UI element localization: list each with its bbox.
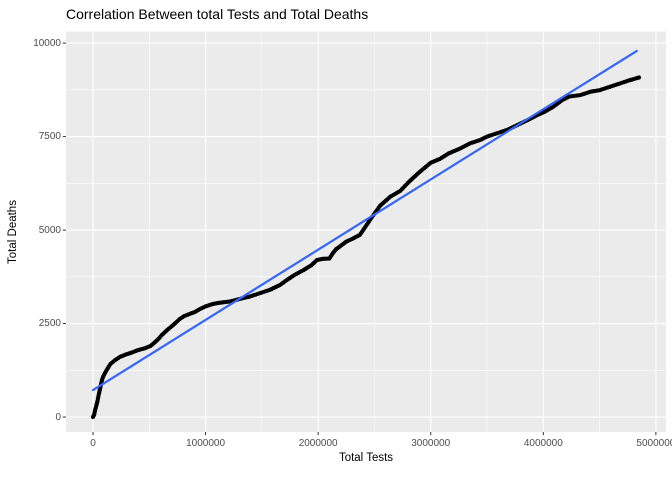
y-tick-label: 5000	[38, 224, 61, 236]
y-tick-label: 10000	[33, 37, 61, 49]
y-tick-label: 0	[55, 411, 61, 423]
scatter-point	[636, 75, 642, 80]
x-tick-label: 5000000	[636, 438, 672, 449]
y-tick-label: 7500	[38, 131, 61, 143]
regression-line	[91, 49, 638, 392]
x-tick-label: 2000000	[298, 438, 338, 449]
x-tick-label: 1000000	[186, 438, 226, 449]
x-tick-label: 3000000	[411, 438, 451, 449]
y-tick-label: 2500	[38, 318, 61, 330]
scatter-series	[90, 75, 642, 420]
x-tick-label: 0	[90, 438, 96, 449]
panel-background	[66, 31, 666, 432]
x-tick-label: 4000000	[523, 438, 563, 449]
x-axis-title: Total Tests	[338, 452, 394, 464]
chart-title: Correlation Between total Tests and Tota…	[66, 6, 369, 22]
